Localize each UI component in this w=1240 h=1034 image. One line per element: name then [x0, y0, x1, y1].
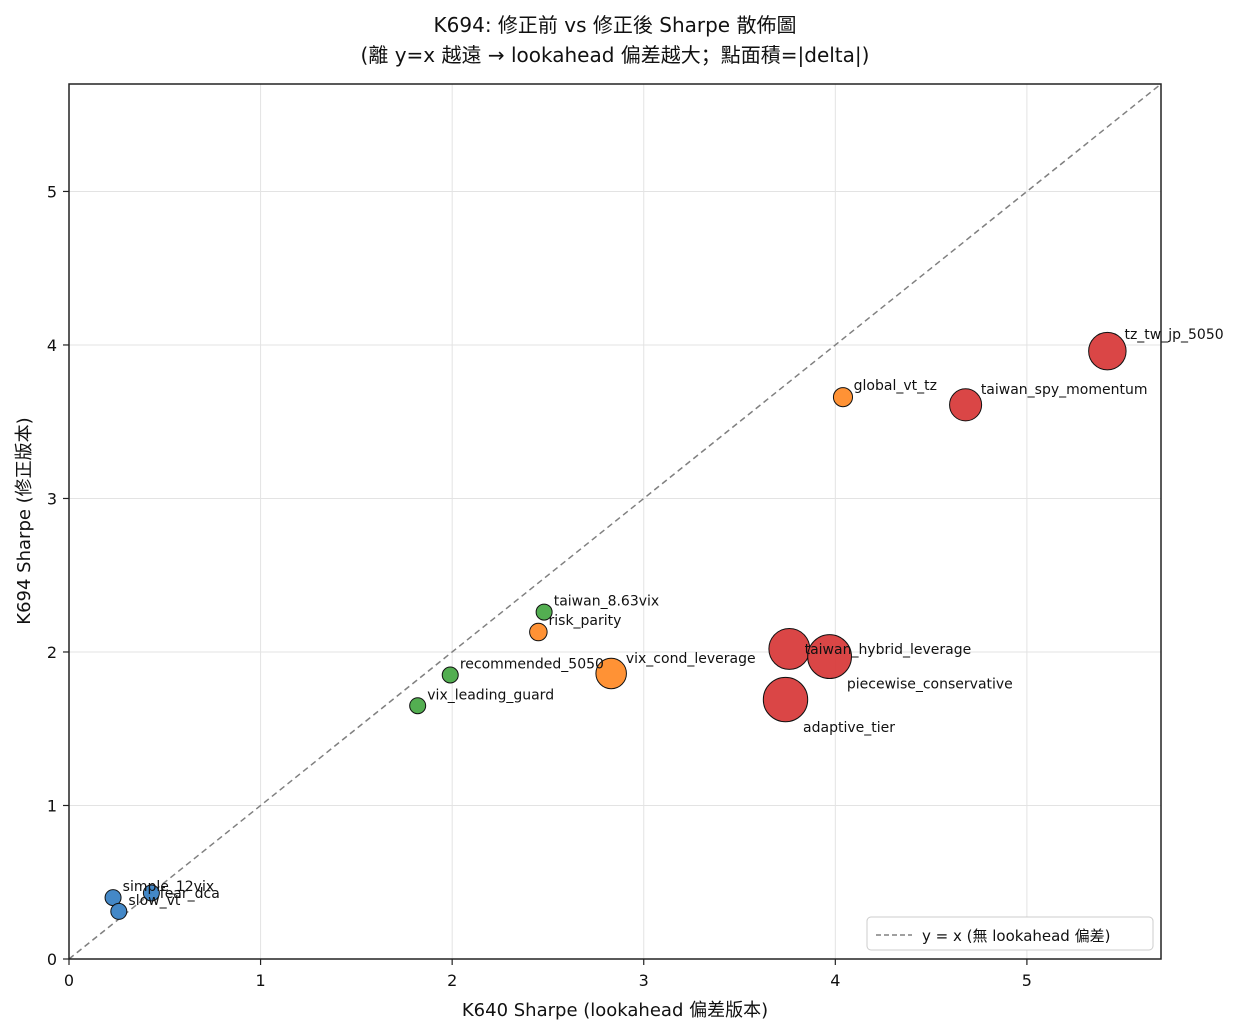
y-tick-label: 3 [47, 489, 57, 508]
point-label: fear_dca [160, 886, 220, 902]
point-label: vix_cond_leverage [626, 651, 756, 667]
y-tick-label: 4 [47, 336, 57, 355]
scatter-point-fear-dca[interactable] [142, 884, 160, 902]
x-tick-label: 4 [830, 971, 840, 990]
legend: y = x (無 lookahead 偏差) [866, 916, 1154, 951]
point-label: taiwan_8.63vix [554, 594, 660, 610]
point-label: piecewise_conservative [847, 677, 1013, 693]
scatter-point-vix-leading-guard[interactable] [409, 697, 427, 715]
scatter-point-adaptive-tier[interactable] [762, 676, 809, 723]
legend-box [866, 916, 1154, 951]
scatter-point-vix-cond-leverage[interactable] [595, 657, 627, 690]
point-label: risk_parity [549, 613, 622, 629]
points-group [104, 331, 1127, 920]
chart-subtitle: (離 y=x 越遠 → lookahead 偏差越大；點面積=|delta|) [361, 43, 870, 67]
point-labels-group: tz_tw_jp_5050 global_vt_tz taiwan_spy_mome… [123, 327, 1224, 909]
point-label: simple_12vix [123, 879, 214, 895]
x-tick-label: 3 [639, 971, 649, 990]
y-axis-label: K694 Sharpe (修正版本) [14, 417, 35, 624]
scatter-point-taiwan-8-63vix[interactable] [535, 603, 553, 621]
ticks-group: 0 1 2 3 4 5 0 1 2 3 4 5 [47, 182, 1032, 990]
point-label: adaptive_tier [803, 720, 895, 736]
point-label: slow_vt [128, 893, 180, 909]
plot-frame [68, 83, 1162, 960]
reference-line-group [68, 83, 1162, 960]
x-tick-label: 1 [255, 971, 265, 990]
scatter-point-tz-tw-jp-5050[interactable] [1088, 331, 1127, 371]
point-label: taiwan_hybrid_leverage [805, 642, 972, 658]
scatter-point-risk-parity[interactable] [529, 622, 548, 642]
scatter-point-slow-vt[interactable] [110, 902, 128, 920]
x-tick-label: 5 [1022, 971, 1032, 990]
x-tick-label: 2 [447, 971, 457, 990]
point-label: vix_leading_guard [427, 687, 554, 703]
legend-label: y = x (無 lookahead 偏差) [922, 927, 1110, 945]
scatter-point-recommended-5050[interactable] [441, 666, 459, 684]
y-tick-label: 1 [47, 796, 57, 815]
point-label: global_vt_tz [854, 378, 937, 394]
y-tick-label: 5 [47, 182, 57, 201]
scatter-point-taiwan-spy-momentum[interactable] [949, 388, 983, 422]
point-label: taiwan_spy_momentum [981, 382, 1148, 398]
y-tick-label: 0 [47, 950, 57, 969]
point-label: tz_tw_jp_5050 [1124, 327, 1223, 343]
scatter-point-piecewise-conservative[interactable] [807, 634, 852, 680]
x-axis-label: K640 Sharpe (lookahead 偏差版本) [462, 1000, 768, 1021]
reference-line-y-equals-x [68, 83, 1162, 960]
x-tick-label: 0 [64, 971, 74, 990]
scatter-point-global-vt-tz[interactable] [832, 387, 854, 408]
y-tick-label: 2 [47, 643, 57, 662]
chart-title: K694: 修正前 vs 修正後 Sharpe 散佈圖 [434, 13, 797, 37]
point-label: recommended_5050 [460, 657, 604, 673]
